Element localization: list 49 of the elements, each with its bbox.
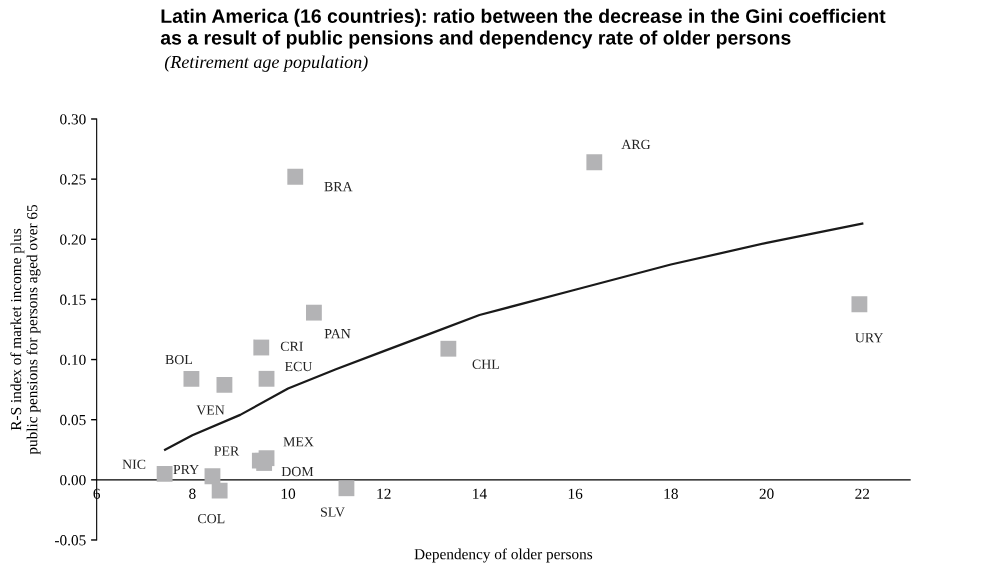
annotation: NIC <box>122 459 146 469</box>
point <box>253 339 270 356</box>
annotation: PAN <box>324 329 351 339</box>
x-tick-label: 8 <box>189 488 196 499</box>
point <box>287 168 304 185</box>
point <box>586 154 603 171</box>
y-tick-label: 0.30 <box>60 114 86 125</box>
annotation: PRY <box>173 464 199 475</box>
annotation: URY <box>855 333 884 343</box>
point <box>204 468 221 485</box>
y-tick-label: 0.10 <box>60 354 86 366</box>
x-axis-title: Dependency of older persons <box>414 548 593 563</box>
point <box>216 376 233 393</box>
x-tick-label: 22 <box>855 488 870 499</box>
point <box>851 296 868 313</box>
annotation: COL <box>197 513 225 524</box>
annotation: BRA <box>324 182 353 192</box>
y-axis-title: R-S index of market income plus public pensions for persons aged over 65 <box>10 204 41 455</box>
annotation: VEN <box>196 405 225 415</box>
y-tick-label: -0.05 <box>55 535 86 546</box>
x-tick-label: 12 <box>377 488 391 499</box>
point <box>440 340 457 357</box>
point <box>183 370 200 387</box>
y-tick-label: 0.20 <box>60 234 86 245</box>
annotation: ARG <box>621 139 651 150</box>
annotation: SLV <box>321 507 345 517</box>
point <box>211 482 228 499</box>
y-tick-label: 0.00 <box>60 474 86 486</box>
point <box>258 370 275 387</box>
annotation: DOM <box>281 466 314 477</box>
x-tick-label: 18 <box>664 488 678 499</box>
point <box>156 465 173 482</box>
annotation: MEX <box>283 437 314 447</box>
point <box>305 304 322 321</box>
point <box>338 480 355 497</box>
y-tick-label: 0.05 <box>60 414 86 426</box>
x-tick-label: 20 <box>759 488 774 499</box>
y-tick-label: 0.25 <box>60 174 86 185</box>
chart-title: Latin America (16 countries): ratio between the decrease in the Gini coefficient as a result of public pensions and dependency rate of older persons <box>160 8 886 49</box>
annotation: ECU <box>284 361 313 372</box>
annotation: CRI <box>280 341 303 351</box>
annotation: PER <box>214 446 240 456</box>
annotation: CHL <box>472 359 499 369</box>
y-tick-label: 0.15 <box>60 294 86 305</box>
annotation: BOL <box>165 354 192 365</box>
chart-subtitle: (Retirement age population) <box>164 55 368 72</box>
x-tick-label: 16 <box>568 488 583 499</box>
x-tick-label: 10 <box>281 488 296 499</box>
x-tick-label: 14 <box>473 488 487 499</box>
